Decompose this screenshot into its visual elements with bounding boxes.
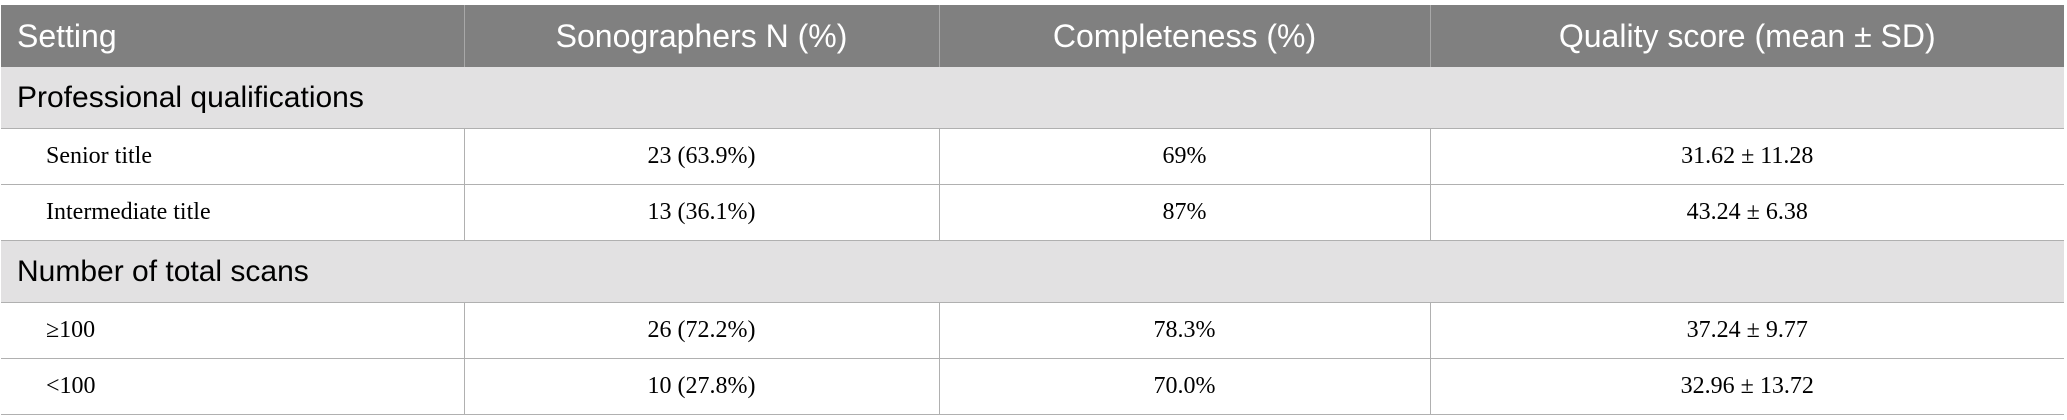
data-row: Senior title 23 (63.9%) 69% 31.62 ± 11.28	[1, 128, 2064, 185]
table-cell: 69%	[938, 128, 1431, 185]
table-cell: 70.0%	[938, 358, 1431, 415]
column-header: Completeness (%)	[938, 5, 1430, 67]
table-cell: ≥100	[1, 302, 465, 359]
data-row: Intermediate title 13 (36.1%) 87% 43.24 ± 6…	[1, 184, 2064, 241]
group-row: Number of total scans	[1, 240, 2064, 303]
data-row: ≥100 26 (72.2%) 78.3% 37.24 ± 9.77	[1, 302, 2064, 359]
table-cell: 43.24 ± 6.38	[1429, 184, 2064, 241]
data-row: <100 10 (27.8%) 70.0% 32.96 ± 13.72	[1, 358, 2064, 415]
column-header: Quality score (mean ± SD)	[1429, 5, 2064, 67]
table-cell: <100	[1, 358, 465, 415]
table-cell: 32.96 ± 13.72	[1429, 358, 2064, 415]
table-cell: 78.3%	[938, 302, 1431, 359]
column-header: Setting	[1, 5, 464, 67]
group-title: Professional qualifications	[1, 67, 2064, 129]
table-cell: 10 (27.8%)	[463, 358, 940, 415]
data-table: Setting Sonographers N (%) Completeness (%…	[1, 5, 2064, 415]
table-cell: 31.62 ± 11.28	[1429, 128, 2064, 185]
table-cell: 23 (63.9%)	[463, 128, 940, 185]
table-cell: 87%	[938, 184, 1431, 241]
table-cell: Intermediate title	[1, 184, 465, 241]
table-cell: Senior title	[1, 128, 465, 185]
group-title: Number of total scans	[1, 240, 2064, 303]
column-header: Sonographers N (%)	[463, 5, 939, 67]
header-row: Setting Sonographers N (%) Completeness (%…	[1, 5, 2064, 67]
table-cell: 13 (36.1%)	[463, 184, 940, 241]
table-body: Professional qualifications Senior title 2…	[1, 67, 2064, 415]
table-cell: 37.24 ± 9.77	[1429, 302, 2064, 359]
table-cell: 26 (72.2%)	[463, 302, 940, 359]
group-row: Professional qualifications	[1, 67, 2064, 129]
